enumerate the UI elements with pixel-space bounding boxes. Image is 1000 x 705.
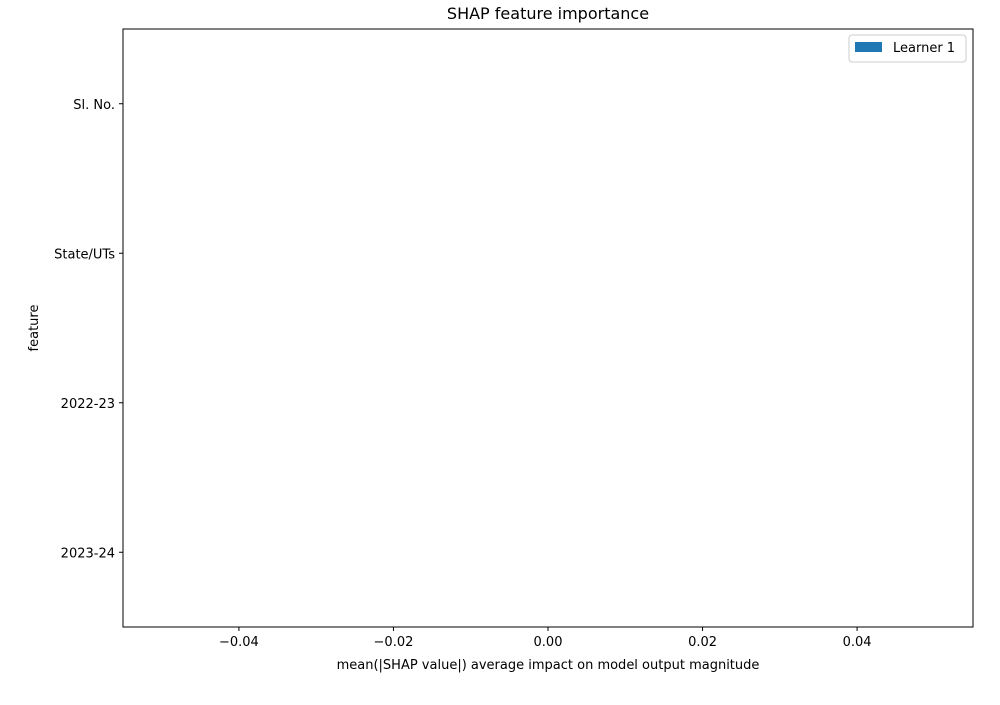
x-axis-label: mean(|SHAP value|) average impact on mod… [337,658,760,673]
plot-frame [122,28,974,628]
y-axis-label: feature [27,305,42,352]
y-tick-label: 2023-24 [61,546,115,561]
y-axis: Sl. No. State/UTs 2022-23 2023-24 [54,98,123,561]
legend-box [848,34,967,63]
x-tick-label: 0.02 [688,635,717,650]
legend-swatch [855,42,882,52]
y-tick-label: Sl. No. [73,98,115,113]
y-tick-label: State/UTs [54,247,115,262]
legend: Learner 1 [848,34,967,63]
y-tick-label: 2022-23 [61,397,115,412]
x-tick-label: 0.04 [843,635,872,650]
x-tick-label: 0.00 [534,635,563,650]
x-axis: −0.04 −0.02 0.00 0.02 0.04 [219,627,872,650]
legend-label: Learner 1 [893,41,955,56]
chart-title: SHAP feature importance [447,4,649,23]
x-tick-label: −0.04 [219,635,259,650]
x-tick-label: −0.02 [374,635,414,650]
